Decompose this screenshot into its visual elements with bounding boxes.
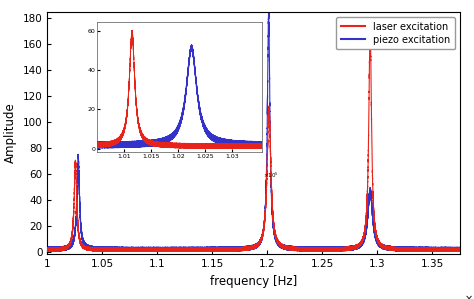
X-axis label: frequency [Hz]: frequency [Hz] bbox=[210, 274, 297, 288]
Legend: laser excitation, piezo excitation: laser excitation, piezo excitation bbox=[336, 17, 455, 49]
Text: $\times 10^5$: $\times 10^5$ bbox=[464, 292, 474, 299]
Y-axis label: Amplitude: Amplitude bbox=[4, 103, 17, 164]
